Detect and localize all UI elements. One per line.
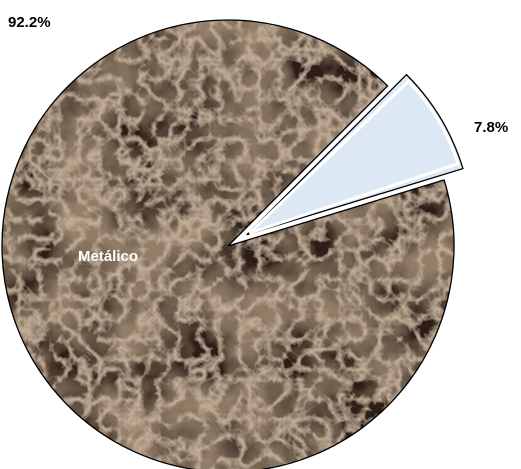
slice-small-border bbox=[248, 79, 461, 235]
slice-metalico-outline bbox=[1, 19, 455, 469]
percent-label-small: 7.8% bbox=[474, 119, 508, 136]
percent-label-metalico: 92.2% bbox=[8, 14, 51, 31]
slice-small bbox=[246, 73, 464, 236]
slice-label-metalico: Metálico bbox=[78, 248, 138, 265]
